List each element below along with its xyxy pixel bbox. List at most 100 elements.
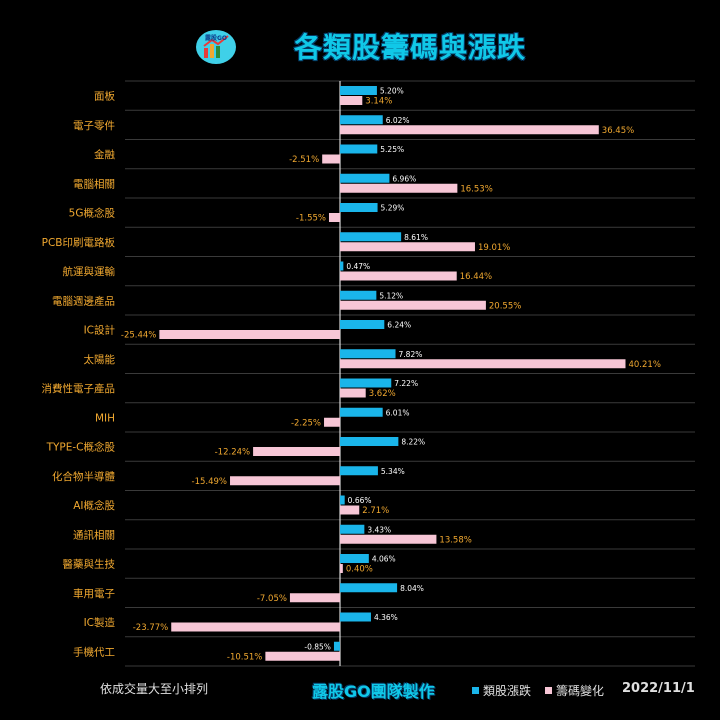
category-label: 化合物半導體 [52, 470, 115, 483]
change-value-label: 6.02% [386, 116, 410, 125]
chips-bar [159, 330, 340, 339]
change-value-label: 7.82% [399, 350, 423, 359]
chips-value-label: -2.25% [291, 418, 321, 428]
logo-chart-icon [203, 35, 229, 58]
chips-bar [340, 242, 475, 252]
chips-bar [340, 271, 457, 281]
change-bar [340, 378, 392, 388]
chips-bar [340, 96, 363, 105]
change-value-label: 8.04% [400, 584, 424, 593]
chips-value-label: 3.14% [365, 97, 392, 107]
chips-bar [340, 564, 343, 573]
category-label: IC設計 [84, 324, 116, 337]
change-bar [340, 583, 398, 593]
change-value-label: 3.43% [367, 525, 391, 534]
change-value-label: 5.20% [380, 87, 404, 96]
chips-value-label: -25.44% [121, 331, 156, 341]
change-value-label: 8.22% [401, 438, 425, 447]
chips-bar [340, 183, 458, 193]
category-label: 電子零件 [73, 120, 115, 132]
chips-bar [322, 154, 340, 164]
change-value-label: 5.12% [379, 291, 403, 300]
chips-bar [289, 593, 340, 603]
sort-note: 依成交量大至小排列 [100, 682, 209, 696]
change-bar [340, 437, 399, 446]
legend-swatch-chips [545, 687, 552, 694]
legend-item-change: 類股漲跌 [472, 682, 531, 699]
change-value-label: 8.61% [404, 233, 428, 242]
change-bar [340, 407, 383, 417]
change-bar [340, 554, 369, 563]
change-bar [340, 86, 377, 95]
chips-value-label: -23.77% [133, 623, 168, 633]
chips-bar [253, 447, 340, 456]
chips-bar [340, 505, 360, 515]
logo-text: 露股GO [204, 35, 228, 42]
change-value-label: 4.36% [374, 613, 398, 622]
chips-value-label: 3.62% [369, 389, 396, 399]
change-bar [340, 261, 344, 271]
legend-swatch-change [472, 687, 479, 694]
change-bar [340, 290, 377, 300]
category-label: 手機代工 [73, 645, 115, 658]
chips-bar [324, 417, 340, 427]
category-label: 車用電子 [73, 587, 115, 600]
chips-value-label: 36.45% [602, 126, 634, 136]
change-bar [340, 466, 378, 476]
chips-value-label: 20.55% [489, 301, 521, 311]
category-label: IC製造 [84, 616, 116, 629]
chips-value-label: 13.58% [439, 535, 471, 545]
change-bar [340, 144, 378, 154]
category-label: 太陽能 [84, 353, 116, 366]
chips-value-label: 0.40% [346, 565, 373, 575]
chips-value-label: 19.01% [478, 243, 510, 253]
chips-bar [340, 359, 626, 369]
category-label: 電腦週邊產品 [52, 294, 115, 307]
change-bar [340, 349, 396, 359]
chips-value-label: 2.71% [362, 506, 389, 516]
change-bar [340, 320, 385, 329]
change-bar [340, 173, 390, 183]
change-bar [333, 641, 340, 651]
change-bar [340, 524, 365, 534]
change-value-label: 5.25% [380, 145, 404, 154]
chips-bar [171, 622, 340, 632]
change-value-label: 4.06% [372, 555, 396, 564]
category-label: 面板 [94, 90, 115, 103]
chips-value-label: -10.51% [227, 652, 262, 662]
report-date: 2022/11/1 [622, 681, 695, 696]
change-value-label: 6.96% [392, 174, 416, 183]
category-label: 金融 [94, 148, 115, 161]
change-bar [340, 232, 402, 242]
chips-value-label: 16.53% [460, 184, 492, 194]
chips-value-label: -2.51% [289, 155, 319, 165]
category-label: MIH [95, 412, 115, 424]
change-value-label: 0.47% [346, 262, 370, 271]
chips-value-label: 40.21% [628, 360, 660, 370]
credit-text: 露股GO團隊製作 [312, 682, 435, 701]
change-value-label: 6.01% [386, 408, 410, 417]
category-label: 航運與運輸 [63, 265, 116, 278]
chips-value-label: -1.55% [296, 214, 326, 224]
legend-item-chips: 籌碼變化 [545, 682, 604, 699]
category-label: 5G概念股 [69, 207, 116, 220]
brand-logo: 露股GO [196, 30, 236, 64]
legend-label-chips: 籌碼變化 [556, 684, 605, 698]
category-label: 醫藥與生技 [63, 558, 116, 571]
change-value-label: 6.24% [387, 321, 411, 330]
change-value-label: -0.85% [304, 642, 331, 651]
chips-value-label: -15.49% [192, 477, 227, 487]
chart-title: 各類股籌碼與漲跌 [293, 31, 526, 64]
chips-value-label: -12.24% [215, 448, 250, 458]
change-bar [340, 495, 345, 505]
chips-value-label: 16.44% [460, 272, 492, 282]
chips-bar [328, 213, 340, 222]
chips-value-label: -7.05% [257, 594, 287, 604]
legend-label-change: 類股漲跌 [483, 684, 532, 698]
change-bar [340, 612, 371, 622]
change-value-label: 7.22% [394, 379, 418, 388]
chips-bar [340, 388, 366, 398]
category-label: PCB印刷電路板 [42, 236, 116, 249]
